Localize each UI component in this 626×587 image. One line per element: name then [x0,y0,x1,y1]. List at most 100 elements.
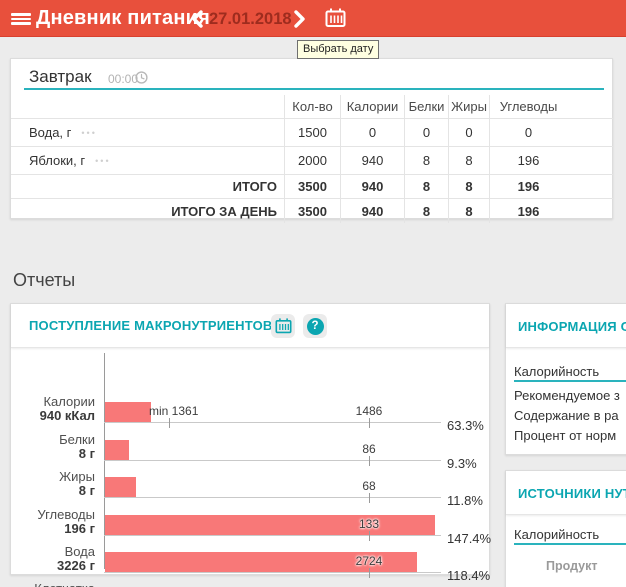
table-row-water: Вода, г ••• 1500 0 0 0 0 [11,119,614,147]
nutrient-info-card-title: ИНФОРМАЦИЯ О [518,319,626,334]
nutrient-name: Вода [64,544,95,559]
macronutrients-card: ПОСТУПЛЕНИЕ МАКРОНУТРИЕНТОВ ? Калори [10,303,491,587]
col-header-fat: Жиры [448,95,489,118]
reports-heading: Отчеты [13,270,76,290]
food-name[interactable]: Вода, г [29,125,72,140]
chart-row-baseline [104,422,441,423]
min-value-label: min 1361 [149,404,199,418]
app-header: Дневник питания 27.01.2018 [0,0,626,37]
chart-row: Вода 3226 г 2724 118.4% [11,538,491,583]
info-tab-underline [514,380,626,382]
date-tooltip: Выбрать дату [297,40,380,59]
percent-label: 118.4% [447,568,491,583]
nutrient-info-card-header: ИНФОРМАЦИЯ О [506,304,626,348]
norm-value-label: 68 [362,479,376,493]
nutrient-amount: 940 кКал [39,408,95,423]
clock-icon[interactable] [135,71,148,84]
chart-row-label: Калории 940 кКал [11,395,95,422]
app-title: Дневник питания [36,7,211,29]
info-line-recommended: Рекомендуемое з [514,388,620,403]
chart-calendar-button[interactable] [271,314,295,338]
current-date[interactable]: 27.01.2018 [209,10,292,28]
norm-tick [369,418,370,428]
chart-row-label: Вода 3226 г [11,545,95,572]
chart-bar[interactable] [105,440,129,460]
percent-label: 9.3% [447,456,477,471]
sources-tab-underline [514,543,626,545]
sources-tab-calories[interactable]: Калорийность [514,527,600,542]
col-header-protein: Белки [404,95,448,118]
chart-row: Калории 940 кКал 1486 63.3% min 1361 [11,388,491,433]
chart-row-baseline [104,535,441,536]
percent-label: 11.8% [447,493,483,508]
nutrient-name: Жиры [59,469,95,484]
macronutrients-card-header: ПОСТУПЛЕНИЕ МАКРОНУТРИЕНТОВ ? [11,304,489,348]
meal-title[interactable]: Завтрак [29,67,92,86]
chart-row-label: Жиры 8 г [11,470,95,497]
norm-value-label: 133 [358,517,380,531]
nutrient-sources-card-title: ИСТОЧНИКИ НУТ [518,486,626,501]
chart-bar[interactable] [105,477,136,497]
macronutrients-chart: Калории 940 кКал 1486 63.3% min 1361 Бел… [11,348,491,587]
chart-row-label: Белки 8 г [11,433,95,460]
chart-row-label: Клетчатка 36 г [11,582,95,587]
calendar-icon[interactable] [325,8,346,28]
chart-bar[interactable] [105,402,151,422]
chart-row: Клетчатка 36 г 20 180% [11,575,491,587]
norm-tick [369,531,370,541]
meal-time[interactable]: 00:00 [108,72,139,86]
min-tick [169,418,170,428]
chart-row: Белки 8 г 86 9.3% [11,426,491,471]
col-header-carbs: Углеводы [489,95,567,118]
nutrient-amount: 196 г [64,521,95,536]
norm-tick [369,456,370,466]
prev-day-chevron-icon[interactable] [190,10,204,28]
info-line-content: Содержание в ра [514,408,619,423]
chart-help-button[interactable]: ? [303,314,327,338]
nutrient-sources-card: ИСТОЧНИКИ НУТ Калорийность Продукт [505,470,626,587]
chart-row-label: Углеводы 196 г [11,508,95,535]
info-line-percent: Процент от норм [514,428,617,443]
norm-tick [369,493,370,503]
nutrient-info-card: ИНФОРМАЦИЯ О Калорийность Рекомендуемое … [505,303,626,455]
chart-row-baseline [104,497,441,498]
nutrient-name: Калории [43,394,95,409]
question-icon: ? [306,317,324,335]
table-row-apples: Яблоки, г ••• 2000 940 8 8 196 [11,147,614,175]
chart-axis [104,353,105,569]
sources-col-header-product: Продукт [546,559,598,573]
menu-icon[interactable] [11,13,31,25]
meal-title-underline [24,88,604,90]
col-header-calories: Калории [340,95,404,118]
col-header-quantity: Кол-во [284,95,340,118]
nutrient-amount: 8 г [78,483,95,498]
nutrient-name: Клетчатка [11,582,95,587]
meal-card-breakfast: Завтрак 00:00 Кол-во Калории Белки Жиры … [10,58,614,223]
nutrient-amount: 3226 г [57,558,95,573]
percent-label: 63.3% [447,418,484,433]
nutrient-name: Белки [59,432,95,447]
percent-label: 147.4% [447,531,492,546]
next-day-chevron-icon[interactable] [293,10,307,28]
meal-table: Кол-во Калории Белки Жиры Углеводы Вода,… [11,95,614,223]
row-options-icon[interactable]: ••• [81,127,97,138]
chart-row: Углеводы 196 г 133 147.4% [11,501,491,546]
row-options-icon[interactable]: ••• [95,155,111,166]
chart-row-baseline [104,460,441,461]
norm-value-label: 1486 [355,404,383,418]
macronutrients-card-title: ПОСТУПЛЕНИЕ МАКРОНУТРИЕНТОВ [29,318,273,333]
chart-bar[interactable] [105,552,417,572]
nutrient-sources-card-header: ИСТОЧНИКИ НУТ [506,471,626,515]
nutrient-amount: 8 г [78,446,95,461]
food-name[interactable]: Яблоки, г [29,153,86,168]
table-row-day-total: ИТОГО ЗА ДЕНЬ 3500 940 8 8 196 [11,199,614,223]
chart-bar[interactable] [105,515,435,535]
nutrient-name: Углеводы [37,507,95,522]
norm-value-label: 86 [362,442,376,456]
chart-row: Жиры 8 г 68 11.8% [11,463,491,508]
table-row-total: ИТОГО 3500 940 8 8 196 [11,175,614,199]
table-header-row: Кол-во Калории Белки Жиры Углеводы [11,95,614,119]
norm-value-label: 2724 [355,554,383,568]
info-tab-calories[interactable]: Калорийность [514,364,600,379]
